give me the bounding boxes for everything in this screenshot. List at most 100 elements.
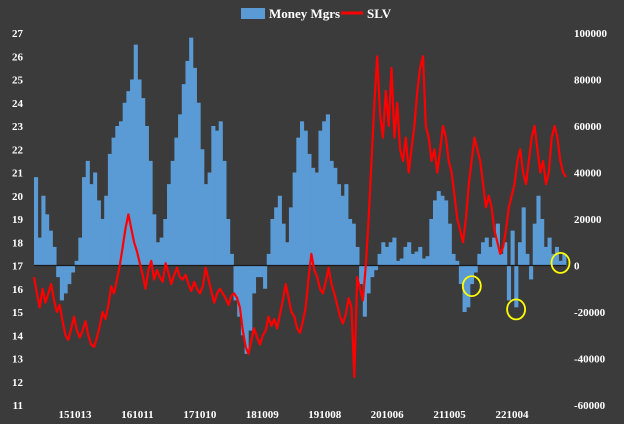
money-mgrs-bars (34, 37, 567, 354)
money-mgrs-bar (89, 184, 94, 266)
money-mgrs-bar (185, 60, 190, 266)
money-mgrs-bar (307, 153, 312, 266)
money-mgrs-bar (200, 149, 205, 266)
money-mgrs-bar (351, 223, 356, 266)
money-mgrs-bar (503, 242, 508, 266)
annotations (461, 251, 571, 321)
left-axis-tick-label: 24 (12, 98, 24, 110)
money-mgrs-bar (233, 265, 238, 301)
money-mgrs-bar (447, 223, 452, 266)
money-mgrs-bar (425, 256, 430, 266)
money-mgrs-bar (189, 37, 194, 266)
money-mgrs-bar (418, 246, 423, 266)
money-mgrs-bar (547, 237, 552, 266)
money-mgrs-bar (167, 184, 172, 266)
money-mgrs-bar (388, 242, 393, 266)
money-mgrs-bar (344, 184, 349, 266)
money-mgrs-bar (266, 253, 271, 266)
money-mgrs-bar (444, 200, 449, 266)
money-mgrs-bar (311, 167, 316, 266)
money-mgrs-bar (240, 265, 245, 336)
money-mgrs-bar (303, 130, 308, 266)
money-mgrs-bar (558, 260, 563, 266)
left-axis-tick-label: 19 (12, 214, 24, 226)
left-axis-tick-label: 13 (12, 354, 24, 366)
money-mgrs-bar (532, 223, 537, 266)
legend-label-money-mgrs: Money Mgrs (269, 6, 340, 21)
money-mgrs-bar (488, 246, 493, 266)
left-axis-tick-label: 23 (12, 121, 24, 133)
money-mgrs-bar (340, 195, 345, 266)
left-axis-tick-label: 11 (13, 400, 23, 412)
money-mgrs-bar (517, 242, 523, 266)
money-mgrs-bar (403, 246, 408, 266)
money-mgrs-bar (396, 260, 401, 266)
money-mgrs-bar (373, 265, 378, 271)
annotation-circle (550, 251, 571, 274)
money-mgrs-bar (41, 195, 46, 266)
money-mgrs-bar (355, 246, 360, 266)
money-mgrs-bar (159, 237, 164, 266)
money-mgrs-bar (336, 184, 342, 266)
x-axis-tick-label: 211005 (433, 409, 466, 421)
money-mgrs-bar (466, 265, 471, 308)
right-axis-tick-label: -20000 (574, 307, 606, 319)
money-mgrs-bar (462, 265, 467, 312)
money-mgrs-bar (421, 258, 427, 266)
money-mgrs-bar (34, 177, 39, 266)
money-mgrs-bar (52, 246, 57, 266)
legend-label-slv: SLV (367, 6, 392, 21)
money-mgrs-bar (203, 184, 209, 266)
left-axis-tick-label: 22 (12, 144, 24, 156)
x-axis-tick-label: 221004 (496, 409, 530, 421)
slv-line (32, 55, 567, 379)
money-mgrs-bar (126, 91, 131, 266)
money-mgrs-bar (370, 265, 375, 278)
money-mgrs-bar (270, 219, 275, 266)
money-mgrs-bar (455, 260, 460, 266)
money-mgrs-bar (392, 237, 397, 266)
money-mgrs-bar (163, 219, 168, 266)
money-mgrs-bar (536, 195, 541, 266)
money-mgrs-bar (277, 195, 282, 266)
money-mgrs-bar (130, 79, 135, 266)
money-mgrs-bar (458, 265, 463, 285)
money-mgrs-bar (251, 265, 257, 294)
money-mgrs-bar (529, 265, 534, 280)
left-axis-tick-label: 17 (12, 261, 24, 273)
left-axis-tick-label: 18 (12, 237, 24, 249)
money-mgrs-bar (329, 160, 334, 266)
money-mgrs-bar (484, 237, 489, 266)
money-mgrs-bar (85, 160, 90, 266)
right-axis-tick-label: 80000 (574, 75, 602, 87)
money-mgrs-bar (170, 160, 175, 266)
money-mgrs-bar (377, 253, 382, 266)
money-mgrs-bar (288, 207, 294, 266)
slv-line-group (32, 55, 567, 379)
money-mgrs-bar (104, 195, 109, 266)
left-axis-tick-label: 21 (12, 168, 23, 180)
x-axis: 151013 161011 171010 181009 191008 201006 2110… (59, 409, 530, 421)
money-mgrs-bar (118, 121, 124, 266)
money-mgrs-bar (525, 253, 530, 266)
money-mgrs-bar (107, 153, 112, 266)
money-mgrs-bar (436, 191, 441, 266)
money-mgrs-bar (477, 253, 482, 266)
money-mgrs-bar (226, 219, 231, 266)
x-axis-tick-label: 181009 (246, 409, 280, 421)
money-mgrs-bar (540, 219, 545, 266)
money-mgrs-bar (506, 265, 511, 301)
money-mgrs-bar (244, 265, 249, 354)
money-mgrs-bar (521, 207, 526, 266)
legend-swatch-money-mgrs (241, 8, 265, 19)
legend: Money Mgrs SLV (241, 6, 392, 21)
money-mgrs-bar (144, 126, 149, 266)
money-mgrs-bar (359, 265, 364, 285)
money-mgrs-bar (562, 253, 567, 266)
money-mgrs-bar (74, 260, 79, 266)
left-axis-tick-label: 26 (12, 51, 24, 63)
money-mgrs-bar (407, 242, 412, 266)
money-mgrs-bar (410, 253, 415, 266)
money-mgrs-bar (362, 265, 367, 317)
